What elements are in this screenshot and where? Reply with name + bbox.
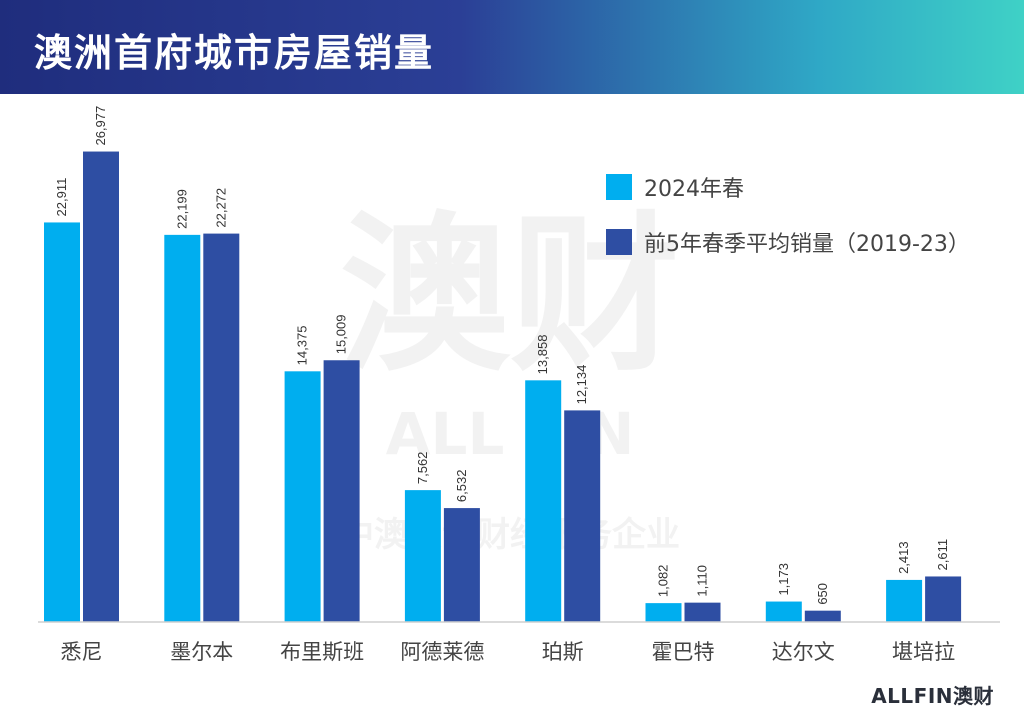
allfin-logo: ALLFIN澳财 <box>871 684 994 708</box>
data-label-1-2: 14,375 <box>295 326 310 366</box>
bars-group: 22,911 26,977 22,199 22,272 14,375 15,009 7,56… <box>44 106 962 623</box>
data-label-1-6: 1,173 <box>776 563 791 596</box>
x-tick-label-0: 悉尼 <box>61 640 103 664</box>
header-banner: 澳洲首府城市房屋销量 <box>0 0 1024 94</box>
bar-2-2 <box>323 360 360 622</box>
bar-1-2 <box>284 371 321 622</box>
bar-2-3 <box>443 508 480 622</box>
data-label-2-6: 650 <box>815 583 830 605</box>
data-label-1-5: 1,082 <box>656 565 671 598</box>
x-tick-label-7: 堪培拉 <box>892 640 955 664</box>
legend-item-series2: 前5年春季平均销量（2019-23） <box>606 226 970 258</box>
data-label-2-7: 2,611 <box>935 539 950 571</box>
x-tick-label-3: 阿德莱德 <box>400 640 484 664</box>
data-label-2-1: 22,272 <box>213 188 228 228</box>
x-tick-label-1: 墨尔本 <box>170 640 233 664</box>
data-label-1-1: 22,199 <box>174 189 189 229</box>
data-label-2-2: 15,009 <box>334 314 349 354</box>
data-label-2-4: 12,134 <box>574 365 589 405</box>
bar-1-3 <box>404 490 441 622</box>
data-label-1-7: 2,413 <box>896 541 911 574</box>
data-label-2-3: 6,532 <box>454 470 469 503</box>
bar-1-6 <box>765 601 802 622</box>
data-label-1-3: 7,562 <box>415 452 430 485</box>
bar-2-7 <box>925 576 962 622</box>
bar-2-0 <box>83 151 119 623</box>
bar-2-4 <box>564 410 601 622</box>
legend-item-series1: 2024年春 <box>606 171 744 203</box>
x-tick-label-6: 达尔文 <box>772 640 835 664</box>
legend-swatch-series1 <box>606 174 632 200</box>
bar-1-7 <box>886 579 923 622</box>
legend-label-series2: 前5年春季平均销量（2019-23） <box>644 232 970 257</box>
bar-2-1 <box>203 233 240 623</box>
bar-1-0 <box>44 222 80 622</box>
legend-swatch-series2 <box>606 229 632 255</box>
data-label-2-0: 26,977 <box>93 106 108 146</box>
legend-label-series1: 2024年春 <box>644 177 744 202</box>
x-tick-label-2: 布里斯班 <box>280 640 364 664</box>
x-tick-label-5: 霍巴特 <box>652 640 715 664</box>
data-label-2-5: 1,110 <box>695 565 710 597</box>
data-label-1-0: 22,911 <box>54 178 69 217</box>
bar-1-4 <box>525 380 562 622</box>
x-tick-labels: 悉尼 墨尔本 布里斯班 阿德莱德 珀斯 霍巴特 达尔文 堪培拉 <box>61 640 956 664</box>
bar-1-1 <box>164 234 201 623</box>
bar-1-5 <box>645 603 682 622</box>
x-tick-label-4: 珀斯 <box>542 640 584 664</box>
bar-2-5 <box>684 602 721 622</box>
watermark-slogan: 中澳双语财经服务企业 <box>340 515 680 555</box>
page-title: 澳洲首府城市房屋销量 <box>34 31 435 75</box>
data-label-1-4: 13,858 <box>535 335 550 375</box>
bar-2-6 <box>804 610 841 622</box>
